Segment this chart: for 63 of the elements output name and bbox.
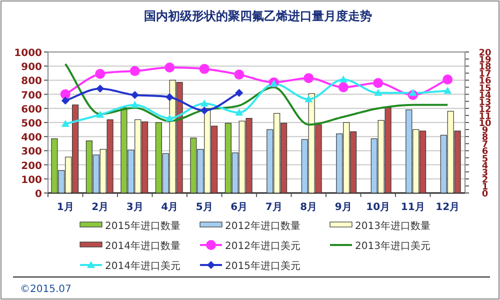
legend-label: 2013年进口美元 [355, 240, 430, 252]
point [408, 88, 417, 96]
point [130, 91, 139, 100]
x-tick-label: 9月 [334, 202, 352, 213]
point [374, 88, 382, 96]
y-tick-label: 300 [21, 146, 42, 158]
y-tick-label: 1000 [14, 48, 42, 59]
x-tick-label: 10月 [366, 202, 390, 213]
legend-label: 2015年进口数量 [105, 220, 180, 232]
y-tick-label: 200 [21, 160, 42, 172]
point [130, 66, 140, 76]
point [270, 80, 278, 87]
point [338, 82, 348, 92]
x-tick-label: 2月 [92, 202, 109, 213]
point [304, 95, 313, 102]
point [234, 70, 244, 80]
point [130, 100, 139, 108]
text: ©2015.07 [20, 284, 72, 295]
point [164, 62, 175, 73]
y-tick-label: 800 [21, 76, 42, 88]
legend-label: 2015年进口美元 [225, 260, 300, 272]
y-tick-label: 400 [21, 132, 42, 144]
legend-label: 2014年进口美元 [105, 260, 180, 272]
x-tick-label: 3月 [126, 202, 144, 213]
legend-label: 2013年进口数量 [355, 220, 430, 232]
x-tick-label: 4月 [161, 202, 178, 213]
legend-label: 2012年进口美元 [225, 240, 300, 252]
point [373, 78, 384, 88]
x-tick-label: 1月 [56, 202, 74, 213]
y-tick-label: 600 [21, 104, 42, 116]
point [304, 73, 314, 84]
point [166, 93, 174, 102]
point [200, 106, 208, 115]
y-tick-label: 100 [21, 174, 42, 186]
point [61, 96, 70, 105]
point [61, 120, 70, 127]
y-tick-label: 700 [21, 90, 42, 102]
legend-label: 2014年进口数量 [105, 240, 180, 252]
point [95, 68, 106, 79]
legend-label: 2012年进口数量 [225, 220, 300, 232]
x-tick-label: 5月 [196, 202, 213, 213]
point [442, 74, 453, 84]
line-series [64, 62, 449, 126]
chart-title: 国内初级形状的聚四氟乙烯进口量月度走势 [144, 9, 372, 23]
point [200, 99, 208, 106]
point [339, 75, 348, 82]
x-tick-label: 8月 [300, 202, 318, 213]
point [60, 89, 70, 100]
point [235, 108, 244, 116]
y2-tick-label: 0 [482, 190, 488, 200]
x-tick-label: 11月 [400, 202, 425, 213]
y-tick-label: 0 [35, 189, 42, 200]
y-tick-label: 500 [21, 118, 42, 130]
point [166, 114, 174, 122]
point [96, 84, 104, 93]
point [444, 86, 452, 94]
y-tick-label: 900 [21, 62, 42, 74]
point [199, 64, 210, 74]
x-tick-label: 12月 [436, 202, 460, 213]
point [96, 110, 104, 118]
x-tick-label: 7月 [265, 202, 282, 213]
point [235, 88, 244, 97]
x-tick-label: 6月 [230, 202, 248, 213]
